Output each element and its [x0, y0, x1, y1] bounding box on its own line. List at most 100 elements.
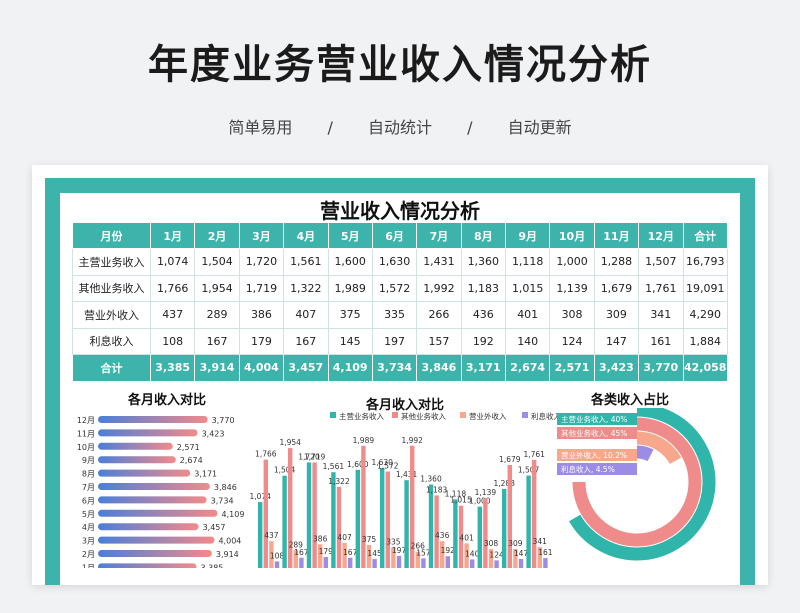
table-cell: 1,720	[238, 248, 285, 276]
table-cell: 108	[149, 327, 196, 355]
column-header: 10月	[549, 222, 595, 249]
table-cell: 1,507	[638, 248, 684, 276]
data-label: 1,572	[377, 462, 399, 471]
column-header: 11月	[593, 222, 640, 249]
bar	[453, 499, 458, 568]
category-label: 11月	[77, 429, 95, 438]
table-cell: 309	[593, 301, 640, 329]
bar	[537, 547, 542, 568]
bar	[526, 475, 531, 568]
total-cell: 3,914	[194, 354, 240, 382]
bar	[470, 559, 475, 568]
total-cell: 3,171	[460, 354, 507, 382]
data-label: 1,992	[401, 436, 423, 445]
table-cell: 375	[327, 301, 373, 329]
data-label: 1,561	[323, 462, 345, 471]
total-row: 合计 3,385 3,914 4,004 3,457 4,109 3,734 3,846 3,1…	[72, 354, 728, 382]
label-background	[557, 413, 637, 425]
column-header: 8月	[460, 222, 507, 249]
total-cell: 4,004	[238, 354, 285, 382]
row-label: 营业外收入	[72, 301, 151, 329]
column-header: 合计	[682, 222, 728, 249]
total-cell: 4,109	[327, 354, 373, 382]
data-label: 266	[411, 542, 426, 551]
total-label: 合计	[72, 354, 151, 382]
ring-label: 利息收入, 4.5%	[561, 464, 615, 474]
bar	[518, 558, 524, 568]
table-cell: 308	[549, 301, 595, 329]
table-cell: 1,183	[460, 274, 507, 302]
bar	[288, 448, 293, 568]
bar	[98, 429, 198, 437]
data-label: 437	[264, 531, 279, 540]
data-label: 1,183	[426, 485, 448, 494]
data-label: 108	[270, 551, 285, 560]
row-label: 利息收入	[72, 327, 151, 355]
bar	[331, 472, 336, 568]
bar	[336, 486, 342, 568]
bar	[494, 560, 499, 568]
category-label: 8月	[82, 470, 95, 479]
data-label: 1,118	[445, 489, 467, 498]
subtitle-separator: /	[327, 118, 333, 137]
data-label: 161	[538, 548, 553, 557]
bar	[428, 484, 434, 568]
data-label: 2,674	[180, 456, 203, 465]
total-cell: 3,385	[149, 354, 196, 382]
data-label: 167	[343, 548, 358, 557]
bar	[98, 563, 197, 568]
bar	[263, 459, 268, 568]
subtitle-separator: /	[467, 118, 473, 137]
table-cell: 1,572	[371, 274, 418, 302]
bar	[312, 462, 317, 568]
bar	[269, 541, 274, 568]
data-label: 1,507	[518, 466, 540, 475]
data-label: 3,914	[216, 550, 239, 559]
table-cell: 157	[416, 327, 462, 355]
total-cell: 3,846	[416, 354, 462, 382]
bar	[477, 506, 482, 568]
table-cell: 1,992	[416, 274, 462, 302]
table-row: 营业外收入 437 289 386 407 375 335 266 436 401 308 309 34…	[72, 301, 728, 329]
table-cell: 1,288	[593, 248, 640, 276]
legend-label: 其他业务收入	[401, 411, 446, 421]
data-label: 1,989	[353, 436, 375, 445]
table-header-row: 月份 1月 2月 3月 4月 5月 6月 7月 8月 9月 10月 11月 12月 合计	[72, 222, 728, 249]
total-cell: 2,674	[504, 354, 551, 382]
data-label: 1,600	[347, 460, 369, 469]
bar	[543, 558, 548, 568]
data-label: 1,000	[469, 497, 491, 506]
table-row: 其他业务收入 1,766 1,954 1,719 1,322 1,989 1,572 1,99…	[72, 274, 728, 302]
ring-label: 主营业务收入, 40%	[561, 414, 627, 424]
income-table: 月份 1月 2月 3月 4月 5月 6月 7月 8月 9月 10月 11月 12月 合计 主营业务收入 1,…	[72, 222, 728, 382]
label-background	[557, 463, 637, 475]
bar	[299, 557, 304, 568]
category-label: 6月	[82, 496, 95, 505]
table-cell: 1,000	[549, 248, 595, 276]
data-label: 157	[416, 548, 431, 557]
total-cell: 2,571	[549, 354, 595, 382]
legend-swatch	[330, 412, 336, 418]
data-label: 3,171	[194, 470, 217, 479]
legend-label: 利息收入	[531, 411, 560, 421]
data-label: 335	[386, 537, 401, 546]
data-label: 1,431	[396, 470, 418, 479]
bar	[415, 551, 420, 568]
bar	[98, 456, 176, 464]
label-background	[557, 427, 637, 439]
table-cell: 436	[460, 301, 507, 329]
data-label: 341	[533, 537, 548, 546]
bar	[282, 475, 287, 568]
data-label: 1,720	[298, 452, 320, 461]
table-cell: 1,561	[283, 248, 329, 276]
bar	[258, 502, 263, 568]
data-label: 1,015	[450, 496, 472, 505]
bar	[306, 462, 312, 568]
table-cell: 1,719	[238, 274, 285, 302]
table-cell: 1,630	[371, 248, 418, 276]
subtitle-auto-update: 自动更新	[507, 118, 572, 137]
bar	[391, 547, 396, 568]
bar	[445, 556, 450, 568]
table-cell: 1,015	[504, 274, 551, 302]
ring-arc	[569, 408, 716, 561]
